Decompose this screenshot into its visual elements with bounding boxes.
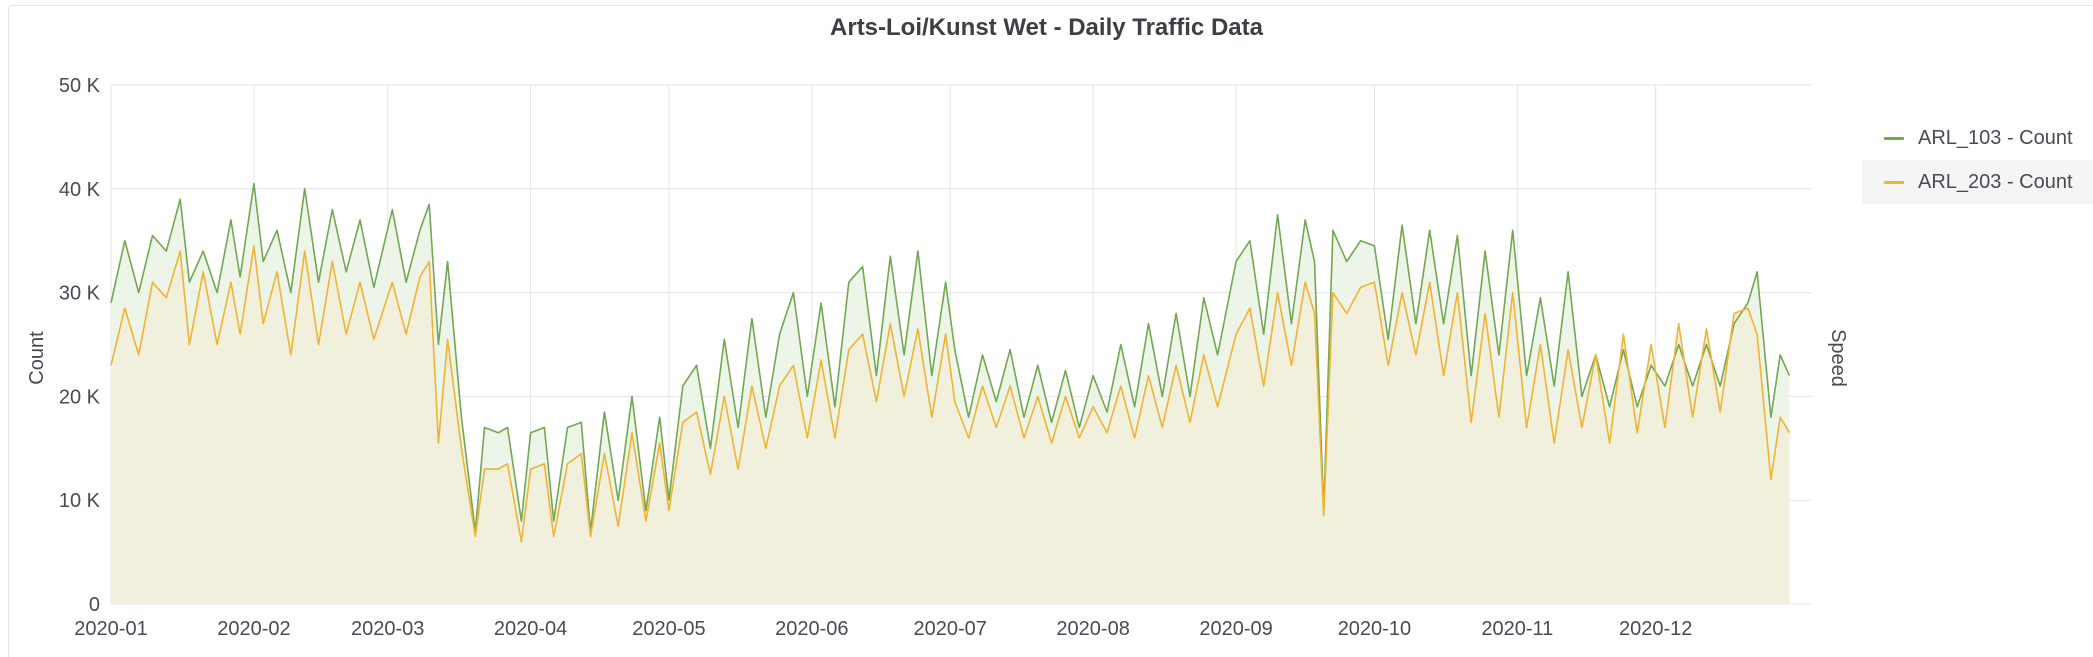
y-tick-label: 30 K xyxy=(59,283,101,305)
series-line-0 xyxy=(110,182,1791,533)
x-tick-label: 2020-10 xyxy=(1338,618,1411,640)
x-tick-label: 2020-06 xyxy=(775,618,848,640)
legend-swatch xyxy=(1884,136,1904,140)
y2-axis-label: Speed xyxy=(1827,329,1849,387)
x-tick-label: 2020-09 xyxy=(1199,618,1272,640)
x-tick-label: 2020-08 xyxy=(1056,618,1129,640)
x-tick-label: 2020-03 xyxy=(351,618,424,640)
legend-item-arl-103[interactable]: ARL_103 - Count xyxy=(1862,116,2093,160)
x-tick-label: 2020-04 xyxy=(494,618,567,640)
series-area-1 xyxy=(111,245,1790,604)
x-tick-label: 2020-05 xyxy=(632,618,705,640)
y-tick-label: 0 xyxy=(89,594,100,616)
y-tick-label: 50 K xyxy=(59,75,101,97)
legend-label: ARL_103 - Count xyxy=(1918,126,2073,149)
series-areas xyxy=(111,183,1790,604)
y-axis: 0 10 K 20 K 30 K 40 K 50 K xyxy=(59,75,101,616)
x-tick-label: 2020-02 xyxy=(217,618,290,640)
y-tick-label: 20 K xyxy=(59,386,101,408)
series-line-1 xyxy=(110,245,1791,543)
series-lines xyxy=(110,182,1791,543)
y-axis-label: Count xyxy=(26,331,48,385)
x-tick-label: 2020-01 xyxy=(74,618,147,640)
x-tick-label: 2020-12 xyxy=(1619,618,1692,640)
x-tick-label: 2020-11 xyxy=(1481,618,1553,640)
x-tick-label: 2020-07 xyxy=(913,618,986,640)
y-tick-label: 10 K xyxy=(59,490,101,512)
legend-item-arl-203[interactable]: ARL_203 - Count xyxy=(1862,160,2093,204)
y-tick-label: 40 K xyxy=(59,179,101,201)
panel-title[interactable]: Arts-Loi/Kunst Wet - Daily Traffic Data xyxy=(830,14,1263,41)
legend: ARL_103 - Count ARL_203 - Count xyxy=(1862,116,2093,204)
legend-swatch xyxy=(1884,180,1904,184)
legend-label: ARL_203 - Count xyxy=(1918,170,2073,193)
x-axis: 2020-01 2020-02 2020-03 2020-04 2020-05 2020-… xyxy=(74,618,1692,640)
